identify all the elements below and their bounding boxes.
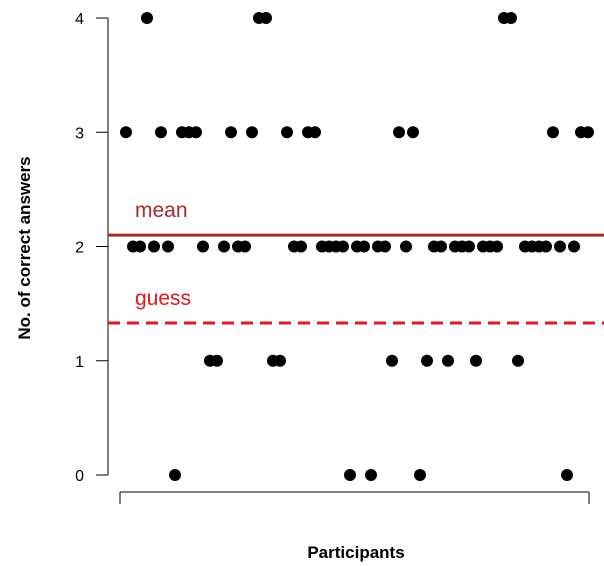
data-point — [358, 240, 370, 253]
data-point — [442, 354, 454, 367]
data-point — [281, 126, 293, 139]
data-point — [260, 12, 272, 24]
x-axis — [119, 491, 590, 504]
data-point — [414, 469, 426, 481]
mean-label: mean — [135, 199, 188, 222]
y-tick-label: 4 — [75, 11, 84, 28]
data-point — [295, 240, 307, 253]
data-point — [540, 240, 552, 253]
data-point — [435, 240, 447, 253]
y-axis-title: No. of correct answers — [15, 156, 34, 339]
data-point — [421, 354, 433, 367]
data-point — [407, 126, 419, 139]
data-point — [274, 354, 286, 367]
data-point — [582, 126, 594, 139]
data-point — [393, 126, 405, 139]
data-point — [568, 240, 580, 253]
data-point — [470, 354, 482, 367]
data-point — [218, 240, 230, 253]
data-point — [400, 240, 412, 253]
data-point — [148, 240, 160, 253]
data-point — [386, 354, 398, 367]
y-tick-label: 3 — [75, 125, 84, 142]
data-point — [547, 126, 559, 139]
data-point — [337, 240, 349, 253]
data-point — [197, 240, 209, 253]
data-point — [169, 469, 181, 481]
data-point — [190, 126, 202, 139]
data-point — [309, 126, 321, 139]
data-point — [211, 354, 223, 367]
data-point — [141, 12, 153, 24]
y-tick-label: 2 — [75, 240, 84, 257]
data-point — [239, 240, 251, 253]
data-point — [344, 469, 356, 481]
data-point — [491, 240, 503, 253]
y-tick-label: 0 — [75, 468, 84, 485]
data-point — [505, 12, 517, 24]
data-point — [365, 469, 377, 481]
data-point — [225, 126, 237, 139]
guess-label: guess — [135, 287, 191, 310]
data-point — [120, 126, 132, 139]
data-point — [379, 240, 391, 253]
x-axis-title: Participants — [307, 543, 404, 562]
data-points — [120, 12, 594, 481]
data-point — [162, 240, 174, 253]
data-point — [246, 126, 258, 139]
data-point — [155, 126, 167, 139]
y-tick-label: 1 — [75, 354, 84, 371]
y-axis: 0 1 2 3 4 — [75, 11, 109, 485]
data-point — [134, 240, 146, 253]
reference-lines: mean guess — [108, 199, 604, 325]
data-point — [554, 240, 566, 253]
data-point — [561, 469, 573, 481]
data-point — [463, 240, 475, 253]
data-point — [512, 354, 524, 367]
